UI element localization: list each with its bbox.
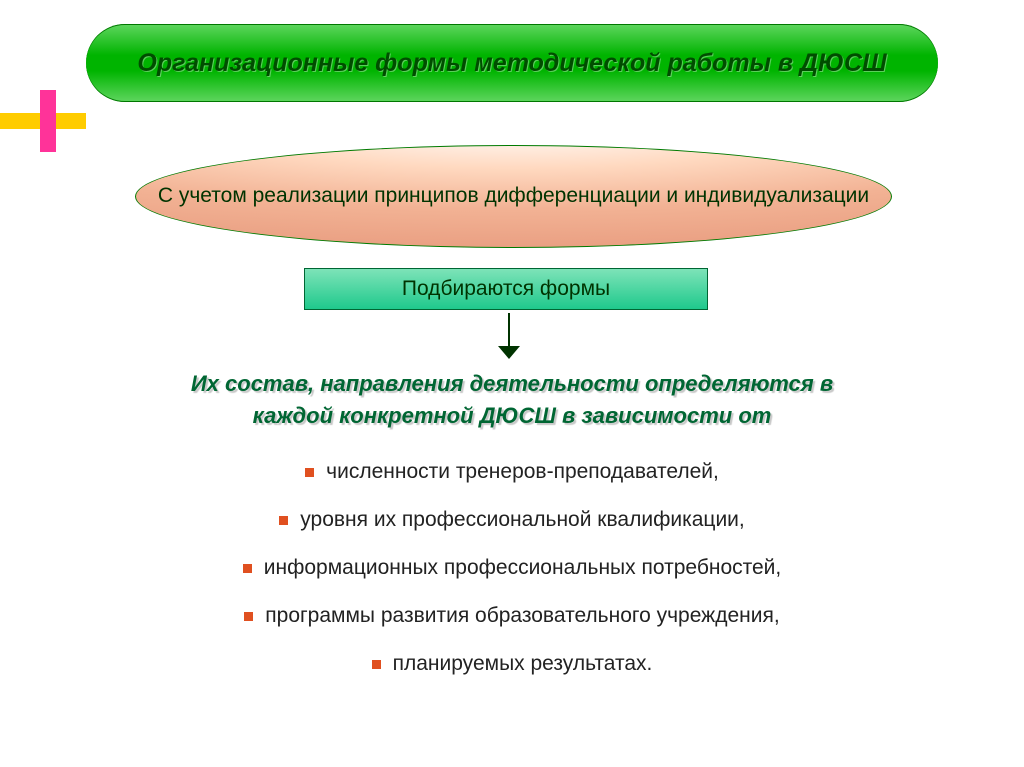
deco-pink-bar: [40, 90, 56, 152]
bullet-text: программы развития образовательного учре…: [265, 604, 779, 628]
list-item: информационных профессиональных потребно…: [243, 556, 782, 580]
down-arrow: [498, 313, 520, 359]
bullet-list: численности тренеров-преподавателей, уро…: [0, 460, 1024, 676]
ellipse-text: С учетом реализации принципов дифференци…: [158, 182, 869, 210]
subheading-line1: Их состав, направления деятельности опре…: [191, 371, 833, 396]
bullet-text: информационных профессиональных потребно…: [264, 556, 782, 580]
bullet-icon: [372, 660, 381, 669]
bullet-text: планируемых результатах.: [393, 652, 653, 676]
title-text: Организационные формы методической работ…: [137, 47, 886, 80]
bullet-icon: [305, 468, 314, 477]
subheading: Их состав, направления деятельности опре…: [0, 368, 1024, 432]
title-pill: Организационные формы методической работ…: [86, 24, 938, 102]
bullet-icon: [243, 564, 252, 573]
list-item: планируемых результатах.: [372, 652, 653, 676]
list-item: уровня их профессиональной квалификации,: [279, 508, 745, 532]
subheading-line2: каждой конкретной ДЮСШ в зависимости от: [253, 403, 772, 428]
bullet-text: уровня их профессиональной квалификации,: [300, 508, 745, 532]
forms-box: Подбираются формы: [304, 268, 708, 310]
arrow-head-icon: [498, 346, 520, 359]
list-item: численности тренеров-преподавателей,: [305, 460, 719, 484]
list-item: программы развития образовательного учре…: [244, 604, 779, 628]
forms-box-text: Подбираются формы: [402, 277, 610, 301]
bullet-text: численности тренеров-преподавателей,: [326, 460, 719, 484]
bullet-icon: [279, 516, 288, 525]
bullet-icon: [244, 612, 253, 621]
context-ellipse: С учетом реализации принципов дифференци…: [135, 145, 892, 248]
